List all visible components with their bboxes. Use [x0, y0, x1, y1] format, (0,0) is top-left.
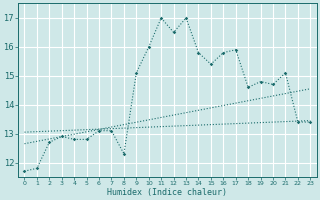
- X-axis label: Humidex (Indice chaleur): Humidex (Indice chaleur): [108, 188, 228, 197]
